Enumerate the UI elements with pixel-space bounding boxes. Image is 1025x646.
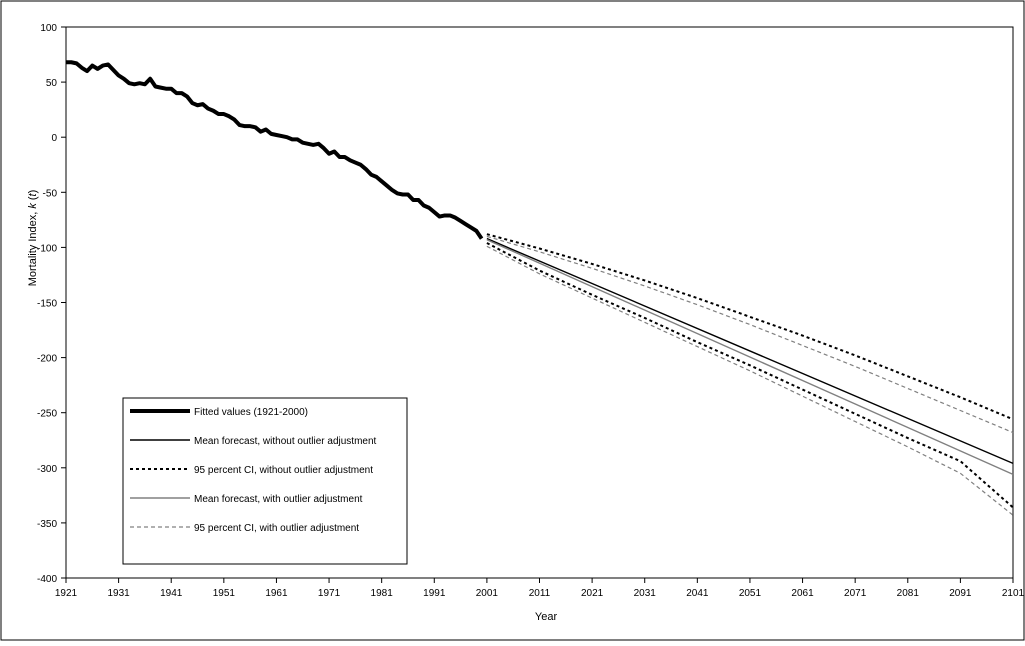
series-layer xyxy=(66,60,1014,516)
x-tick-label: 2061 xyxy=(791,588,814,599)
y-axis-title: Mortality Index, k (t) xyxy=(27,190,39,287)
series-upper-bound-4 xyxy=(486,235,1014,434)
legend-label: Mean forecast, with outlier adjustment xyxy=(194,494,363,505)
y-axis-title-main: Mortality Index, xyxy=(27,209,39,287)
y-tick-label: -50 xyxy=(43,188,58,199)
y-tick-label: 50 xyxy=(46,78,58,89)
series-upper-bound-2 xyxy=(486,233,1014,421)
series-lower-bound-2 xyxy=(486,242,1014,509)
series-line-3 xyxy=(486,239,1014,476)
x-tick-label: 2041 xyxy=(686,588,709,599)
x-tick-label: 2091 xyxy=(949,588,972,599)
y-axis-title-t: t xyxy=(27,192,39,196)
y-tick-label: -100 xyxy=(37,243,57,254)
x-axis-title: Year xyxy=(535,611,558,623)
x-tick-label: 2011 xyxy=(529,588,551,599)
x-tick-label: 1961 xyxy=(265,588,288,599)
legend-box xyxy=(122,397,408,565)
y-axis-title-var: k xyxy=(27,203,39,209)
x-tick-label: 1921 xyxy=(55,588,78,599)
x-tick-label: 1951 xyxy=(213,588,236,599)
x-tick-label: 1931 xyxy=(107,588,130,599)
x-tick-label: 2071 xyxy=(844,588,867,599)
x-tick-label: 2051 xyxy=(739,588,762,599)
series-line-0 xyxy=(66,60,484,240)
legend-label: Mean forecast, without outlier adjustmen… xyxy=(194,436,377,447)
y-tick-label: -150 xyxy=(37,299,57,310)
y-tick-label: -300 xyxy=(37,464,57,475)
x-tick-label: 2031 xyxy=(634,588,657,599)
y-tick-label: 100 xyxy=(40,23,57,34)
x-tick-label: 2081 xyxy=(897,588,920,599)
series-lower-bound-4 xyxy=(486,245,1014,516)
x-tick-label: 2001 xyxy=(476,588,499,599)
y-tick-label: -350 xyxy=(37,519,57,530)
y-tick-label: -400 xyxy=(37,574,57,585)
x-tick-label: 1991 xyxy=(423,588,446,599)
x-tick-label: 2021 xyxy=(581,588,604,599)
y-axis-title-paren-close: ) xyxy=(27,190,39,194)
legend-label: 95 percent CI, without outlier adjustmen… xyxy=(194,465,373,476)
series-line-1 xyxy=(486,237,1014,465)
y-tick-label: -200 xyxy=(37,354,57,365)
axes: 100 50 0 -50 -100 -150 -200 -250 -300 -350 -400 192… xyxy=(37,23,1025,599)
y-tick-label: 0 xyxy=(51,133,57,144)
x-tick-label: 1981 xyxy=(371,588,394,599)
x-tick-label: 1971 xyxy=(318,588,341,599)
y-tick-label: -250 xyxy=(37,409,57,420)
y-axis-title-paren-open: ( xyxy=(27,196,39,203)
legend-label: Fitted values (1921-2000) xyxy=(194,407,308,418)
x-tick-label: 1941 xyxy=(160,588,183,599)
legend: Fitted values (1921-2000) Mean forecast, … xyxy=(122,397,408,565)
x-tick-label: 2101 xyxy=(1002,588,1025,599)
legend-label: 95 percent CI, with outlier adjustment xyxy=(194,523,359,534)
